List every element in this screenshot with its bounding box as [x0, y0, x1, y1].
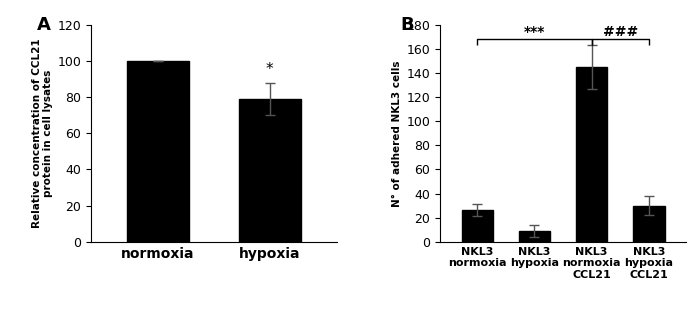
Y-axis label: N° of adhered NKL3 cells: N° of adhered NKL3 cells	[393, 60, 402, 206]
Text: ***: ***	[524, 25, 545, 39]
Bar	[576, 67, 608, 242]
Bar	[519, 231, 550, 242]
Bar	[633, 206, 664, 242]
Text: ###: ###	[603, 25, 638, 39]
Bar	[239, 99, 300, 242]
Text: *: *	[266, 62, 274, 77]
Bar	[461, 210, 493, 242]
Y-axis label: Relative concentration of CCL21
protein in cell lysates: Relative concentration of CCL21 protein …	[32, 38, 53, 228]
Text: B: B	[401, 16, 414, 34]
Text: A: A	[37, 16, 51, 34]
Bar	[127, 61, 189, 242]
